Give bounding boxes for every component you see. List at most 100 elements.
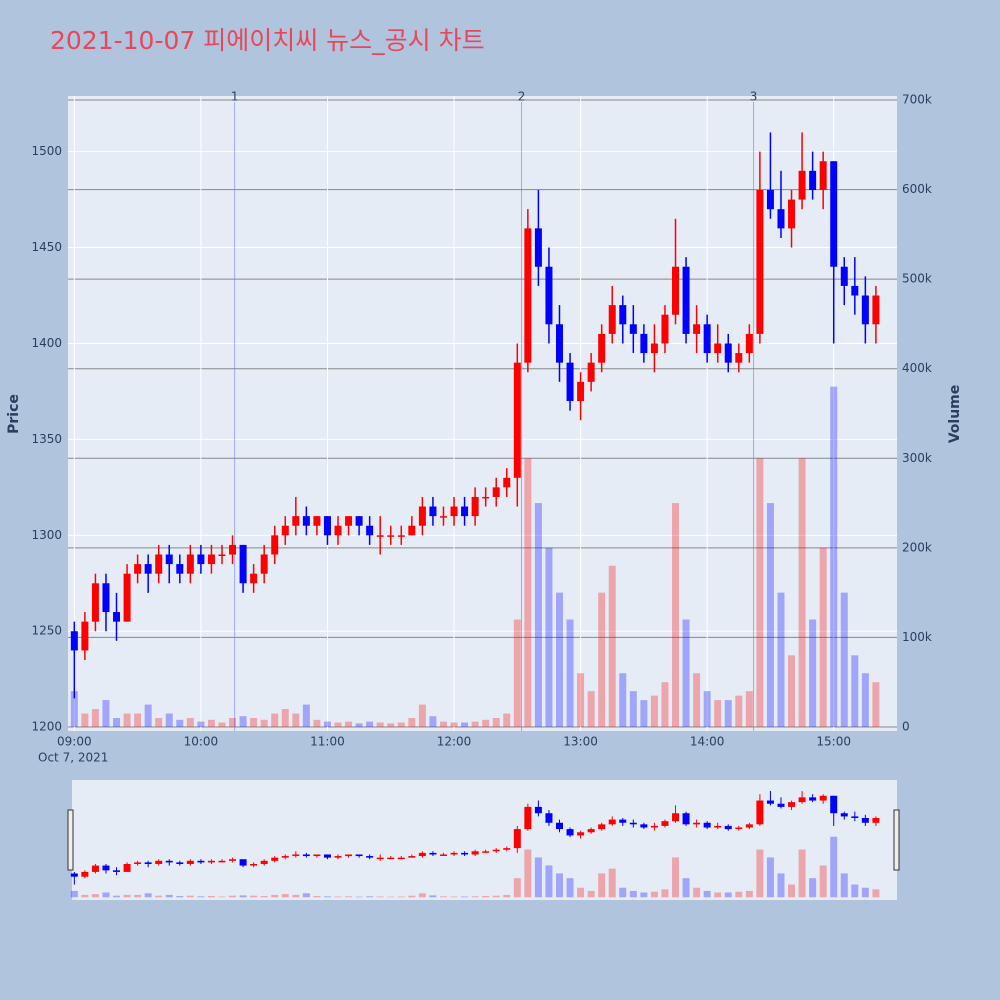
mini-volume-bar	[376, 896, 384, 898]
mini-candle-body	[788, 802, 796, 807]
mini-volume-bar	[766, 857, 774, 898]
volume-bar	[745, 691, 753, 727]
volume-bar	[429, 716, 437, 727]
mini-volume-bar	[798, 849, 806, 898]
annotation-label: 1	[231, 90, 239, 104]
mini-volume-bar	[302, 893, 310, 898]
mini-candle-body	[239, 859, 247, 866]
mini-volume-bar	[207, 896, 215, 898]
candle-body	[176, 564, 184, 574]
candle-body	[429, 506, 437, 517]
candle-body	[271, 535, 279, 555]
mini-volume-bar	[598, 873, 606, 898]
candle-body	[218, 554, 226, 557]
mini-volume-bar	[429, 895, 437, 898]
mini-volume-bar	[861, 887, 869, 898]
mini-volume-bar	[260, 896, 268, 898]
candle-body	[239, 544, 247, 584]
candle-body	[661, 314, 669, 344]
mini-candle-body	[566, 829, 574, 836]
mini-volume-bar	[292, 894, 300, 898]
x-tick-label: 09:00	[57, 735, 92, 749]
mini-candle-body	[144, 862, 152, 864]
mini-volume-bar	[239, 895, 247, 898]
mini-candle-body	[482, 851, 490, 853]
volume-bar	[197, 721, 205, 727]
volume-bar	[102, 700, 110, 727]
mini-volume-bar	[323, 896, 331, 898]
mini-volume-bar	[165, 894, 173, 898]
candle-body	[640, 333, 648, 354]
candle-body	[735, 353, 743, 363]
mini-candle-body	[672, 813, 680, 822]
mini-candle-body	[429, 852, 437, 855]
volume-bar	[672, 503, 680, 727]
volume-bar	[798, 458, 806, 727]
candle-body	[113, 612, 121, 622]
volume-bar	[471, 721, 479, 727]
x-tick-label: 14:00	[690, 735, 725, 749]
mini-volume-bar	[619, 887, 627, 898]
candle-body	[587, 362, 595, 382]
candle-body	[439, 516, 447, 518]
volume-bar	[766, 503, 774, 727]
mini-candle-body	[207, 860, 215, 863]
y-tick-label: 1500	[31, 144, 62, 158]
mini-volume-bar	[355, 896, 363, 898]
candle-body	[260, 554, 268, 574]
mini-candle-body	[745, 824, 753, 828]
mini-candle-body	[397, 857, 405, 860]
mini-candle-body	[682, 813, 690, 825]
volume-bar	[503, 713, 511, 727]
mini-volume-bar	[408, 895, 416, 898]
mini-volume-bar	[788, 884, 796, 898]
volume-bar	[788, 655, 796, 727]
y-tick-label: 1200	[31, 720, 62, 734]
mini-candle-body	[229, 859, 237, 861]
mini-volume-bar	[492, 895, 500, 898]
mini-candle-body	[418, 852, 426, 857]
candle-body	[376, 535, 384, 537]
candle-body	[524, 228, 532, 363]
mini-volume-bar	[830, 836, 838, 898]
volume-bar	[218, 722, 226, 727]
mini-candle-body	[102, 865, 110, 871]
candle-body	[461, 506, 469, 517]
mini-volume-bar	[714, 892, 722, 898]
candle-body	[144, 564, 152, 574]
mini-candle-body	[281, 856, 289, 858]
mini-candle-body	[323, 854, 331, 858]
mini-candle-body	[587, 829, 595, 833]
candle-body	[81, 621, 89, 651]
volume-bar	[271, 713, 279, 727]
mini-volume-bar	[366, 896, 374, 898]
mini-volume-bar	[345, 896, 353, 898]
candle-body	[302, 516, 310, 526]
volume-bar	[113, 718, 121, 727]
mini-volume-bar	[735, 891, 743, 898]
chart-title: 2021-10-07 피에이치씨 뉴스_공시 차트	[50, 26, 485, 55]
candle-body	[598, 333, 606, 363]
mini-candle-body	[302, 854, 310, 857]
volume-bar	[397, 722, 405, 727]
mini-volume-bar	[640, 892, 648, 898]
mini-volume-bar	[577, 887, 585, 898]
mini-candle-body	[81, 871, 89, 877]
volume-bar	[872, 682, 880, 727]
mini-candle-body	[598, 824, 606, 830]
mini-candle-body	[756, 800, 764, 825]
volume-bar	[366, 721, 374, 727]
slider-handle[interactable]	[893, 809, 900, 871]
candle-body	[102, 583, 110, 613]
slider-handle[interactable]	[67, 809, 74, 871]
mini-candle-body	[830, 795, 838, 814]
y-tick-label: 1250	[31, 624, 62, 638]
candle-body	[851, 285, 859, 296]
x-tick-label: 10:00	[184, 735, 219, 749]
mini-volume-bar	[113, 895, 121, 898]
volume-bar	[239, 716, 247, 727]
x-tick-label: 11:00	[310, 735, 345, 749]
mini-candle-body	[819, 795, 827, 801]
candle-body	[693, 324, 701, 334]
x-tick-label: 13:00	[563, 735, 598, 749]
